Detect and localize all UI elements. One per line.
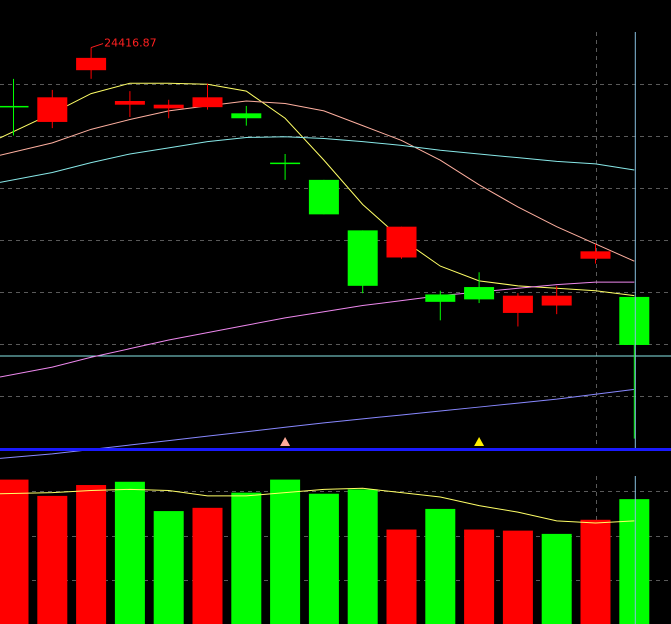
candle-body xyxy=(153,104,184,109)
volume-bar xyxy=(37,495,68,624)
signal-marker-triangle xyxy=(280,437,291,446)
signal-marker-triangle xyxy=(474,437,485,446)
candle-body xyxy=(580,251,611,259)
volume-bar xyxy=(425,508,456,624)
candle-body xyxy=(541,295,572,306)
price-grid xyxy=(0,32,671,446)
candle-body xyxy=(308,179,339,215)
volume-bar xyxy=(541,533,572,624)
candle xyxy=(114,91,145,118)
volume-bar xyxy=(114,481,145,624)
candle xyxy=(502,293,533,327)
volume-bar xyxy=(347,489,378,624)
candle-body xyxy=(464,287,495,300)
volume-bar xyxy=(270,479,301,624)
candle xyxy=(37,89,68,129)
candle-body xyxy=(37,97,68,122)
volume-bar xyxy=(192,507,223,624)
volume-average-line xyxy=(0,487,635,524)
candle xyxy=(76,47,107,79)
volume-average-line xyxy=(0,487,635,524)
volume-bar xyxy=(308,493,339,624)
candle xyxy=(347,230,378,294)
volume-bar xyxy=(386,529,417,624)
candle xyxy=(153,99,184,119)
signal-markers xyxy=(280,437,485,446)
high-price-label: 24416.87 xyxy=(104,37,157,50)
candle-body xyxy=(76,57,107,71)
candle xyxy=(425,290,456,321)
volume-bar xyxy=(619,499,650,624)
volume-bar xyxy=(502,530,533,624)
candle-body xyxy=(347,230,378,286)
candle-body xyxy=(270,162,301,165)
candle-body xyxy=(192,97,223,108)
moving-average-line-4 xyxy=(0,281,635,378)
candle xyxy=(0,78,29,136)
candle-body xyxy=(0,105,29,108)
volume-bar xyxy=(153,511,184,624)
candle xyxy=(386,226,417,259)
candle xyxy=(270,153,301,180)
candle-body xyxy=(619,296,650,345)
moving-average-lines xyxy=(0,82,635,459)
moving-average-line-5 xyxy=(0,388,635,459)
candle xyxy=(541,285,572,315)
moving-average-line-3 xyxy=(0,136,635,183)
volume-bar xyxy=(231,492,262,624)
price-label-leader xyxy=(90,43,104,49)
candle-body xyxy=(386,226,417,258)
candle xyxy=(231,105,262,126)
volume-bar xyxy=(464,529,495,624)
volume-bar xyxy=(580,519,611,624)
volume-bar xyxy=(76,485,107,624)
candle-body xyxy=(231,113,262,119)
volume-bar xyxy=(0,479,29,624)
candle xyxy=(619,296,650,439)
candlesticks xyxy=(0,47,650,439)
moving-average-line-2 xyxy=(0,100,635,262)
volume-bars xyxy=(0,479,650,624)
candle-body xyxy=(502,295,533,313)
candle xyxy=(464,272,495,304)
candle xyxy=(192,83,223,110)
candle xyxy=(308,179,339,215)
candle-body xyxy=(425,294,456,302)
price-labels: 24416.87 xyxy=(90,37,157,50)
candle-body xyxy=(114,101,145,105)
candle xyxy=(580,243,611,264)
